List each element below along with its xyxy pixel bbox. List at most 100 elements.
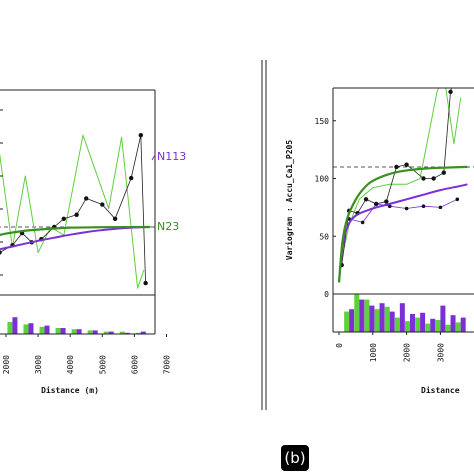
hist-bar-purple (92, 330, 98, 334)
y-tick-label: 150 (315, 117, 330, 126)
hist-bar-green (404, 321, 410, 332)
hist-bar-purple (12, 317, 18, 334)
x-tick-label: 7000 (163, 355, 172, 374)
x-tick-label: 6000 (130, 355, 139, 374)
hist-bar-green (119, 331, 125, 334)
hist-bar-green (425, 323, 431, 332)
hist-bar-purple (389, 311, 395, 332)
label-leader-n113 (151, 154, 156, 161)
hist-bar-green (455, 322, 461, 332)
hist-bar-purple (140, 331, 146, 334)
hist-bar-green (39, 326, 45, 334)
experimental-point (404, 206, 409, 211)
hist-bar-green (364, 299, 370, 332)
experimental-point (373, 201, 379, 207)
x-tick-label: 3000 (34, 355, 43, 374)
experimental-point (128, 175, 134, 181)
experimental-point (455, 197, 460, 202)
panel-tag: (b) (281, 445, 309, 471)
panel-a: N113 N23 2000 3000 4000 5000 6000 7000 Distance … (0, 89, 186, 395)
hist-bar-purple (349, 309, 355, 332)
x-tick-label: 2000 (2, 355, 11, 374)
hist-bar-green (55, 328, 61, 334)
experimental-line-green (0, 134, 145, 289)
x-tick-label: 3000 (436, 343, 445, 362)
experimental-point (74, 212, 79, 217)
x-tick-label: 4000 (66, 355, 75, 374)
hist-bar-purple (124, 332, 130, 334)
x-axis-label: Distance (m) (41, 385, 99, 395)
x-tick-label: 0 (335, 343, 344, 348)
x-axis-label: Distance (421, 385, 460, 395)
panel-a-plot (0, 133, 155, 289)
experimental-point (100, 202, 105, 207)
hist-bar-green (354, 294, 360, 332)
series-label-n113: N113 (157, 150, 186, 163)
experimental-point (360, 220, 365, 225)
hist-bar-purple (399, 303, 405, 332)
y-tick-label: 50 (319, 232, 329, 241)
experimental-point (138, 133, 144, 138)
experimental-point (394, 164, 399, 170)
experimental-point (387, 204, 392, 209)
hist-bar-green (103, 331, 109, 334)
model-curve-green (337, 165, 468, 283)
x-tick-label: 2000 (403, 343, 412, 362)
hist-bar-purple (440, 305, 446, 332)
hist-bar-green (344, 311, 350, 332)
panel-b-histogram (344, 294, 466, 332)
panel-b: 0 50 100 150 Variogram : Accu_Ca1_P205 0 1000 2… (284, 49, 474, 395)
y-axis-label: Variogram : Accu_Ca1_P205 (284, 140, 294, 261)
panel-a-histogram (7, 317, 146, 334)
experimental-point (448, 89, 453, 95)
hist-bar-purple (379, 303, 385, 332)
hist-bar-green (71, 329, 77, 334)
hist-bar-purple (460, 317, 466, 332)
model-curve-green (0, 225, 151, 236)
hist-bar-green (415, 317, 421, 332)
experimental-point (458, 49, 462, 53)
hist-bar-purple (44, 325, 50, 334)
hist-bar-green (23, 324, 29, 334)
hist-bar-purple (430, 318, 436, 332)
experimental-line-black (341, 88, 452, 266)
experimental-point (363, 197, 369, 202)
experimental-point (431, 176, 436, 181)
experimental-point (384, 199, 389, 204)
panel-b-plot (333, 49, 474, 283)
model-curve-purple (0, 226, 151, 251)
experimental-point (0, 250, 2, 255)
experimental-line-green (341, 88, 462, 260)
hist-bar-green (445, 324, 451, 332)
hist-bar-purple (108, 331, 114, 334)
hist-bar-green (435, 320, 441, 332)
experimental-point (61, 216, 66, 222)
experimental-point (84, 196, 89, 201)
hist-bar-purple (76, 329, 82, 334)
experimental-point (438, 205, 443, 210)
hist-bar-purple (409, 314, 415, 332)
experimental-point (143, 280, 148, 286)
hist-bar-purple (450, 315, 456, 332)
hist-bar-purple (420, 312, 426, 332)
experimental-point (441, 170, 446, 175)
hist-bar-purple (359, 299, 365, 332)
series-label-n23: N23 (157, 220, 179, 233)
hist-bar-purple (60, 328, 66, 334)
experimental-point (404, 162, 409, 167)
hist-bar-purple (369, 305, 375, 332)
experimental-point (112, 216, 118, 222)
hist-bar-green (135, 332, 141, 334)
x-tick-label: 1000 (369, 343, 378, 362)
experimental-line-black (0, 134, 146, 284)
hist-bar-purple (28, 323, 34, 334)
hist-bar-green (394, 317, 400, 332)
experimental-point (421, 176, 426, 181)
y-tick-label: 0 (324, 290, 329, 299)
hist-bar-green (374, 309, 380, 332)
experimental-point (421, 204, 426, 209)
model-curve-purple (338, 183, 468, 283)
hist-bar-green (7, 322, 13, 334)
hist-bar-green (87, 330, 93, 334)
